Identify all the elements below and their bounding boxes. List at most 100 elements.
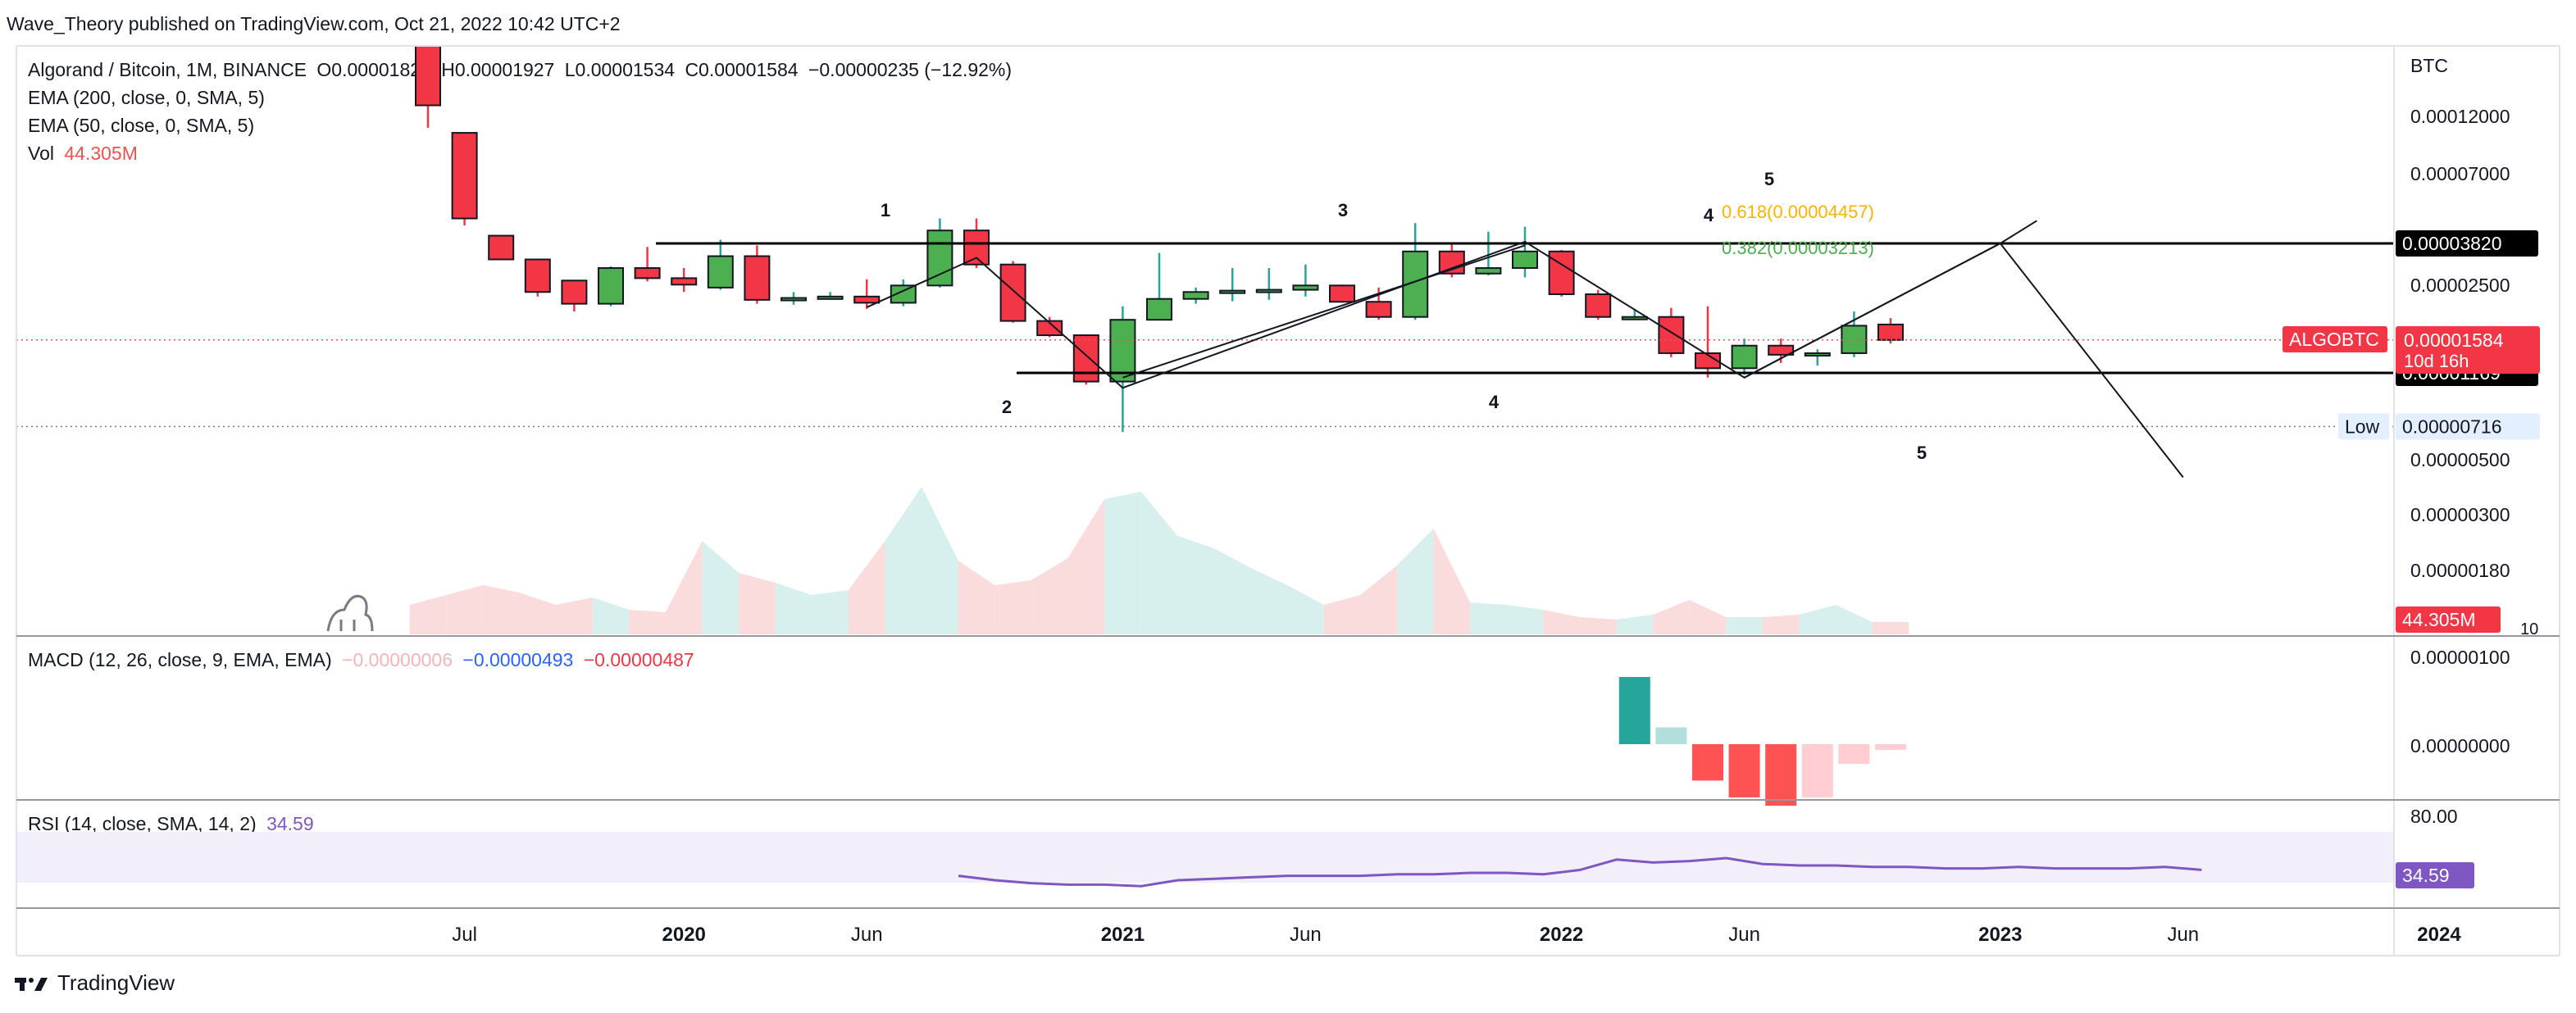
macd-legend[interactable]: MACD (12, 26, close, 9, EMA, EMA) −0.000… xyxy=(28,649,699,671)
candle-body xyxy=(1731,344,1758,370)
candle-body xyxy=(781,297,807,302)
volume-segment xyxy=(848,541,885,634)
time-tick: Jun xyxy=(1728,924,1760,946)
volume-segment xyxy=(1872,622,1909,634)
wave-projection-line xyxy=(1744,220,2037,379)
wave-label: 1 xyxy=(881,200,890,220)
price-tick: 0.00000180 xyxy=(2410,560,2510,581)
volume-segment xyxy=(556,597,593,634)
volume-axis-tick: 10 xyxy=(2520,620,2538,638)
ohlc-close: C0.00001584 xyxy=(685,59,799,80)
wave-drawings xyxy=(16,220,2394,478)
macd-bar xyxy=(1655,727,1687,744)
price-tick: 0.00000300 xyxy=(2410,504,2510,525)
volume-segment xyxy=(1067,499,1105,634)
candle-body xyxy=(415,45,441,107)
volume-segment xyxy=(1579,617,1617,634)
low-label-badge: Low xyxy=(2345,416,2380,437)
symbol-title: Algorand / Bitcoin, 1M, BINANCE xyxy=(28,59,307,80)
candle-body xyxy=(1548,250,1575,296)
candle-body xyxy=(963,229,990,266)
volume-segment xyxy=(1360,566,1397,634)
ema50-legend[interactable]: EMA (50, close, 0, SMA, 5) xyxy=(28,115,255,136)
volume-segment xyxy=(1031,558,1068,634)
candle-body xyxy=(1621,316,1648,320)
macd-hist-value: −0.00000006 xyxy=(342,649,453,670)
ema200-legend[interactable]: EMA (200, close, 0, SMA, 5) xyxy=(28,87,265,108)
macd-bar xyxy=(1801,744,1833,797)
candle-body xyxy=(1182,291,1209,300)
macd-histogram xyxy=(1618,677,1906,806)
candle-body xyxy=(1475,267,1502,275)
volume-segment xyxy=(1506,605,1544,634)
candles xyxy=(415,45,1904,433)
volume-segment xyxy=(1799,605,1836,634)
dino-icon xyxy=(326,594,374,632)
macd-bar xyxy=(1618,677,1650,744)
candle-body xyxy=(1768,344,1795,356)
wave-label: 5 xyxy=(1917,443,1927,463)
candle-body xyxy=(1512,250,1538,270)
price-tick: 0.00002500 xyxy=(2410,275,2510,296)
candle-body xyxy=(561,279,588,305)
rsi-badge-bg xyxy=(2396,862,2474,888)
countdown-badge: 10d 16h xyxy=(2404,351,2469,371)
volume-segment xyxy=(592,597,630,634)
volume-segment xyxy=(665,541,703,634)
rsi-legend[interactable]: RSI (14, close, SMA, 14, 2) 34.59 xyxy=(28,813,319,835)
macd-bar xyxy=(1838,744,1870,764)
macd-label: MACD (12, 26, close, 9, EMA, EMA) xyxy=(28,649,332,670)
volume-segment xyxy=(1323,595,1361,634)
candle-body xyxy=(817,295,844,300)
macd-signal-value: −0.00000487 xyxy=(583,649,694,670)
macd-bar xyxy=(1692,744,1723,781)
volume-value: 44.305M xyxy=(64,143,138,164)
volume-badge: 44.305M xyxy=(2402,609,2476,630)
volume-badge-bg xyxy=(2396,606,2501,633)
tradingview-brand: TradingView xyxy=(57,970,175,995)
volume-segment xyxy=(482,585,520,634)
axes: BTC 0.00012000 0.00007000 0.00002500 0.00000… xyxy=(16,45,2560,956)
candle-body xyxy=(451,132,478,220)
fib-618-label: 0.618(0.00004457) xyxy=(1722,202,1874,222)
volume-area xyxy=(326,487,1909,634)
low-label-badge-bg xyxy=(2338,413,2389,440)
candle-body xyxy=(1036,320,1063,337)
currency-label: BTC xyxy=(2410,55,2448,76)
symbol-badge: ALGOBTC xyxy=(2289,329,2379,350)
macd-bar xyxy=(1728,744,1760,797)
candle-body xyxy=(1658,316,1685,354)
volume-segment xyxy=(1287,585,1324,634)
volume-legend[interactable]: Vol 44.305M xyxy=(28,143,143,165)
tradingview-logo[interactable]: TradingView xyxy=(15,970,175,996)
low-value-badge: 0.00000716 xyxy=(2402,416,2502,437)
macd-tick: 0.00000000 xyxy=(2410,735,2510,756)
wave-label: 4 xyxy=(1489,392,1500,412)
price-tick: 0.00007000 xyxy=(2410,163,2510,184)
time-tick: 2023 xyxy=(1978,924,2022,946)
volume-segment xyxy=(1762,615,1800,634)
candle-body xyxy=(890,284,917,304)
candle-body xyxy=(671,277,698,286)
volume-segment xyxy=(1396,529,1434,634)
macd-line-value: −0.00000493 xyxy=(462,649,574,670)
price-tick: 0.00012000 xyxy=(2410,106,2510,127)
volume-segment xyxy=(775,583,812,634)
ohlc-high: H0.00001927 xyxy=(441,59,555,80)
volume-segment xyxy=(1140,492,1178,634)
time-tick: Jul xyxy=(452,924,477,946)
low-value-badge-bg xyxy=(2396,413,2540,440)
time-tick: Jun xyxy=(851,924,883,946)
candle-body xyxy=(488,234,515,261)
volume-segment xyxy=(1213,548,1251,634)
volume-segment xyxy=(1433,529,1471,634)
level-upper-badge: 0.00003820 xyxy=(2402,233,2502,254)
candle-body xyxy=(926,229,953,287)
candle-body xyxy=(1072,334,1099,383)
time-tick: 2021 xyxy=(1101,924,1145,946)
volume-segment xyxy=(1543,610,1580,634)
volume-segment xyxy=(739,573,776,634)
candle-body xyxy=(999,263,1026,322)
volume-segment xyxy=(1689,600,1727,634)
